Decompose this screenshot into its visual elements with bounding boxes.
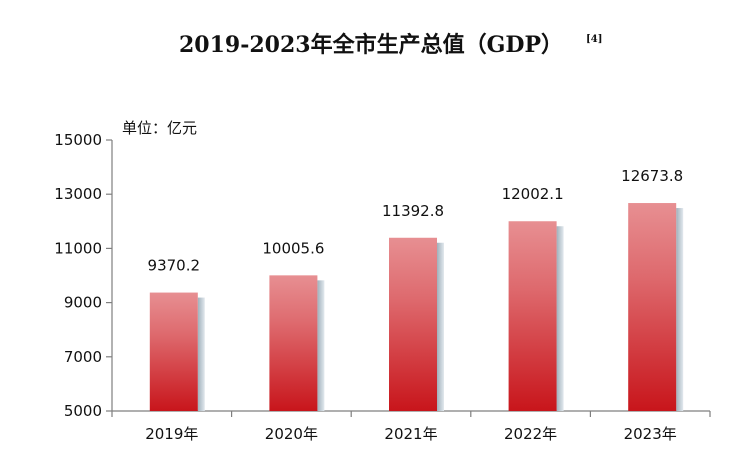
y-tick-label: 9000 <box>64 294 102 312</box>
chart-title: 2019-2023年全市生产总值（GDP） <box>179 32 563 58</box>
chart-title-note: [4] <box>586 34 602 45</box>
bar-shadow <box>197 297 205 411</box>
bar-value-label: 12673.8 <box>621 167 683 185</box>
unit-label: 单位：亿元 <box>122 119 197 137</box>
x-tick-label: 2022年 <box>504 425 557 443</box>
y-tick-label: 15000 <box>54 131 102 149</box>
bar-shadow <box>676 208 684 411</box>
bar-value-label: 10005.6 <box>262 239 324 257</box>
x-axis-ticks: 2019年 2020年 2021年 2022年 2023年 <box>111 411 711 443</box>
y-tick-label: 7000 <box>64 348 102 366</box>
bar-shadow <box>556 226 564 411</box>
y-tick-label: 5000 <box>64 402 102 420</box>
x-tick-label: 2021年 <box>384 425 437 443</box>
bar <box>628 203 677 411</box>
bar-value-label: 12002.1 <box>502 185 564 203</box>
x-tick-label: 2020年 <box>265 425 318 443</box>
bar <box>508 221 557 411</box>
y-axis-ticks: 5000 7000 9000 11000 13000 15000 <box>54 131 112 420</box>
bar <box>149 292 198 411</box>
y-tick-label: 11000 <box>54 239 102 257</box>
bar-series: 9370.2 10005.6 11392.8 12002.1 12673.8 <box>148 167 684 411</box>
x-tick-label: 2019年 <box>145 425 198 443</box>
bar-shadow <box>317 280 325 411</box>
bar-value-label: 11392.8 <box>382 202 444 220</box>
bar <box>389 237 437 411</box>
bar-shadow <box>437 242 444 411</box>
y-tick-label: 13000 <box>54 185 102 203</box>
bar <box>269 275 318 411</box>
bar-value-label: 9370.2 <box>148 257 201 275</box>
x-tick-label: 2023年 <box>624 425 677 443</box>
